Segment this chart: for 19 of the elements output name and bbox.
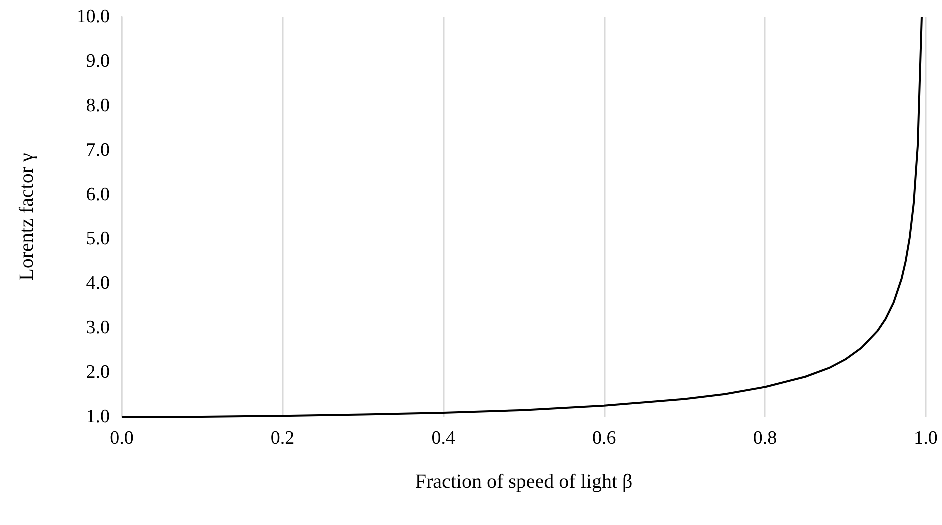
y-tick-label: 3.0 [86,318,110,339]
x-tick-label: 0.4 [432,428,456,449]
x-tick-label: 1.0 [914,428,938,449]
y-tick-label: 2.0 [86,362,110,384]
y-tick-label: 9.0 [86,50,110,72]
x-tick-label: 0.0 [110,428,134,449]
y-tick-label: 5.0 [86,228,110,250]
y-tick-label: 4.0 [86,273,110,294]
x-tick-label: 0.8 [753,428,778,449]
x-tick-label: 0.6 [592,428,616,449]
x-tick-label: 0.2 [270,428,295,449]
line-series [121,16,923,418]
x-axis-title: Fraction of speed of light β [415,471,633,493]
y-tick-label: 1.0 [86,406,110,428]
y-tick-label: 7.0 [86,140,110,161]
y-tick-label: 10.0 [76,6,110,28]
y-axis-title: Lorentz factor γ [16,153,38,281]
y-tick-label: 8.0 [86,95,110,116]
y-tick-label: 6.0 [86,184,110,206]
